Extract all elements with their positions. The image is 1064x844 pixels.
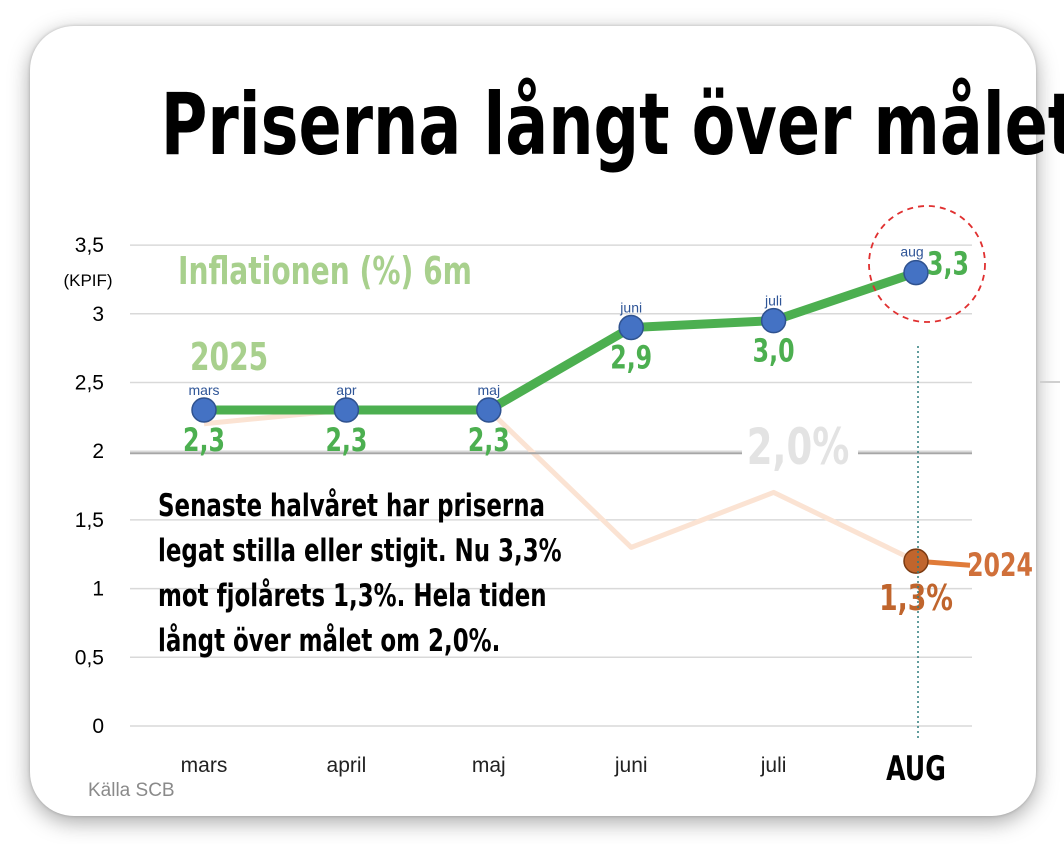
series-2025-line	[204, 268, 918, 415]
series-2025-point	[191, 397, 217, 423]
x-tick-label: juni	[614, 754, 648, 777]
series-2025-value-label: 3,0	[753, 332, 795, 370]
highlight-circle	[868, 205, 986, 323]
y-tick-label: 1,5	[75, 509, 104, 532]
series-2025-point	[333, 397, 360, 423]
series-2025-value-label: 2,3	[468, 421, 510, 459]
series-2025-point-label: apr	[336, 382, 357, 398]
series-2025-point-label: juli	[764, 293, 782, 309]
y-axis-label: (KPIF)	[63, 271, 112, 290]
series-2025-value-label: 3,3	[927, 245, 969, 283]
series-2024-point	[903, 548, 929, 574]
y-tick-label: 2	[92, 440, 104, 463]
series-2025-point-label: aug	[900, 244, 923, 260]
target-label: 2,0%	[747, 419, 850, 477]
series-title: Inflationen (%) 6m	[178, 249, 472, 293]
series-2025-point-label: maj	[478, 382, 501, 398]
source-label: Källa SCB	[88, 780, 175, 801]
annotations	[868, 205, 1060, 740]
target-line: 2,0%	[130, 418, 972, 477]
annotation-text: Senaste halvåret har priserna legat stil…	[158, 488, 562, 659]
series-2024: 2024 1,3%	[203, 407, 1033, 619]
series-2025-point-label: juni	[619, 300, 642, 316]
y-tick-label: 3	[92, 303, 104, 326]
series-2025-point	[618, 314, 644, 341]
series-2025-name: 2025	[190, 335, 268, 379]
y-tick-label: 0,5	[75, 646, 104, 669]
x-tick-label: AUG	[886, 749, 946, 789]
x-tick-labels: mars april maj juni juli AUG	[181, 749, 946, 789]
y-tick-label: 1	[92, 578, 104, 601]
x-tick-label: juli	[760, 754, 787, 777]
y-tick-label: 0	[92, 715, 104, 738]
series-2025: mars 2,3 apr 2,3 maj 2,3 juni 2,9 juli 3,0 aug 3,3 2…	[183, 244, 969, 459]
series-2025-point	[476, 397, 502, 423]
x-tick-label: mars	[181, 754, 228, 777]
series-2025-point	[760, 307, 787, 334]
series-2025-value-label: 2,9	[610, 339, 652, 377]
y-tick-label: 2,5	[75, 372, 104, 395]
series-2025-point-label: mars	[188, 382, 219, 398]
y-tick-labels: 0 0,5 1 1,5 2 2,5 3 3,5	[75, 234, 104, 738]
series-2024-name: 2024	[967, 546, 1033, 584]
series-2024-value-label: 1,3%	[879, 578, 953, 619]
x-tick-label: maj	[472, 754, 506, 777]
y-tick-label: 3,5	[75, 234, 104, 257]
target-label-bg	[742, 418, 858, 470]
x-tick-label: april	[327, 754, 367, 777]
series-2025-point	[903, 259, 929, 286]
series-2025-value-label: 2,3	[183, 421, 225, 459]
series-2025-value-label: 2,3	[325, 421, 367, 459]
